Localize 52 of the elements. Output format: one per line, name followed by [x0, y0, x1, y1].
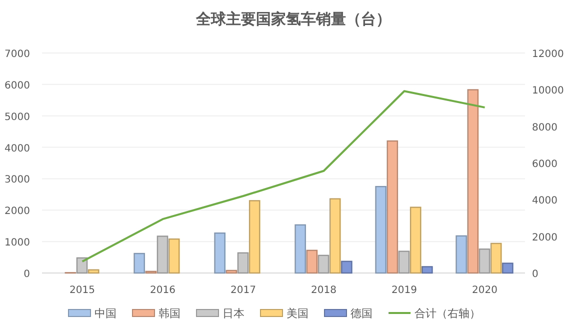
- bar: [329, 198, 341, 274]
- chart-title: 全球主要国家氢车销量（台）: [195, 10, 391, 28]
- x-tick-label: 2018: [311, 285, 336, 296]
- x-tick-label: 2019: [392, 285, 417, 296]
- y2-tick-label: 0: [532, 269, 538, 280]
- y-tick-label: 4000: [4, 143, 30, 154]
- bar: [248, 200, 260, 274]
- bar: [422, 266, 433, 274]
- legend-label: 合计（右轴）: [414, 307, 480, 320]
- y2-tick-label: 10000: [532, 86, 564, 97]
- y-tick-label: 5000: [4, 112, 30, 123]
- y-tick-label: 7000: [4, 49, 30, 60]
- y2-tick-label: 2000: [532, 232, 558, 244]
- bar: [88, 269, 100, 274]
- bar: [306, 250, 318, 274]
- y-tick-label: 2000: [4, 206, 30, 218]
- bar: [410, 206, 422, 274]
- bar: [490, 242, 502, 274]
- y-tick-label: 0: [24, 269, 30, 280]
- legend-label: 美国: [286, 307, 308, 320]
- bar: [226, 270, 238, 274]
- x-tick-label: 2015: [70, 285, 95, 296]
- bar: [502, 262, 514, 274]
- bar: [214, 232, 226, 274]
- bar: [294, 224, 306, 274]
- bar: [168, 238, 180, 274]
- legend-label: 韩国: [158, 307, 180, 320]
- x-tick-label: 2017: [230, 285, 256, 296]
- bar: [375, 186, 386, 274]
- legend-label: 德国: [350, 307, 372, 320]
- y-tick-label: 3000: [4, 174, 30, 186]
- y2-tick-label: 4000: [532, 196, 558, 207]
- bar: [467, 89, 479, 274]
- bar: [398, 250, 410, 274]
- y-tick-label: 1000: [4, 238, 30, 249]
- bar: [478, 248, 490, 274]
- y2-tick-label: 6000: [532, 159, 558, 170]
- bar: [134, 252, 145, 274]
- bar: [76, 257, 88, 274]
- bar: [386, 140, 398, 274]
- x-tick-label: 2016: [150, 285, 176, 296]
- bar: [456, 235, 467, 274]
- y2-tick-label: 12000: [532, 49, 564, 60]
- x-tick-label: 2020: [472, 285, 498, 296]
- bar: [237, 252, 249, 274]
- legend-label: 中国: [94, 307, 116, 320]
- bar: [318, 254, 330, 274]
- legend-label: 日本: [222, 307, 244, 320]
- y-tick-label: 6000: [4, 80, 30, 92]
- y2-tick-label: 8000: [532, 122, 558, 134]
- bar: [156, 236, 168, 274]
- bar: [341, 260, 352, 274]
